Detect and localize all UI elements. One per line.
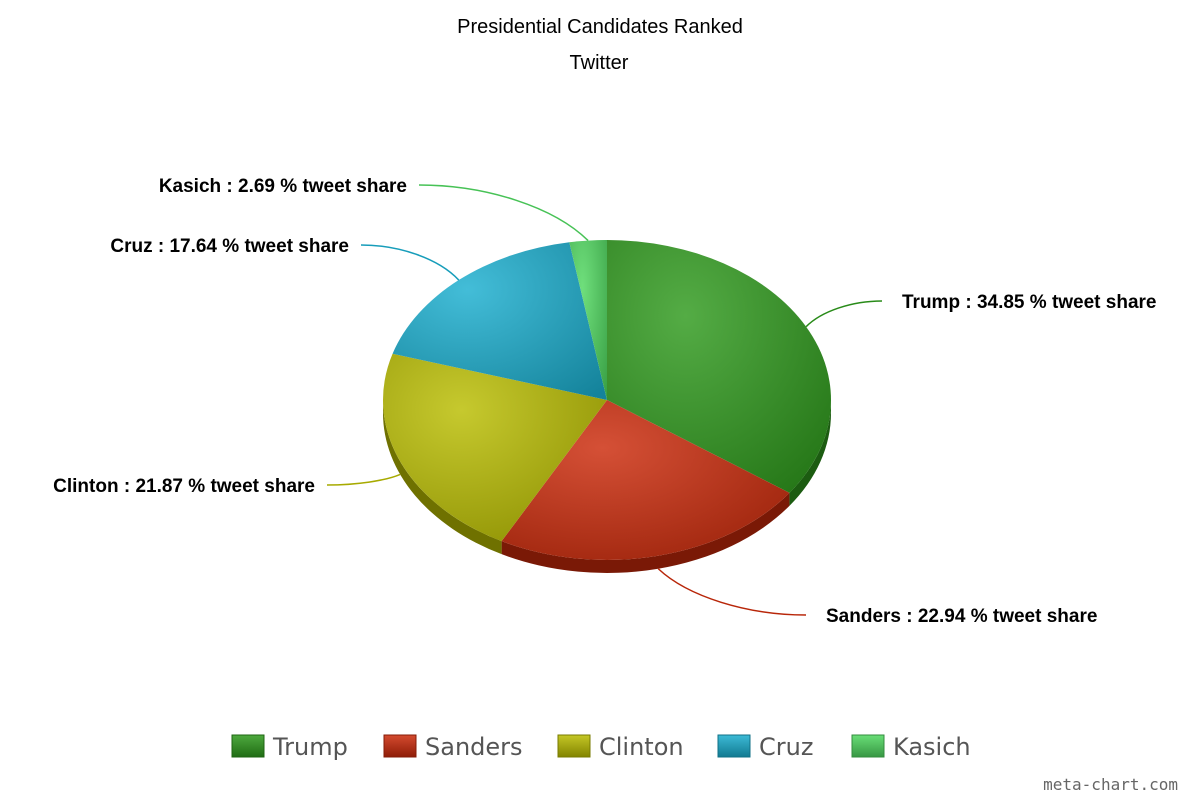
legend-item-cruz[interactable]: Cruz	[717, 733, 813, 761]
slice-label-sanders: Sanders : 22.94 % tweet share	[826, 606, 1097, 627]
pie-slices	[382, 240, 831, 560]
slice-clinton[interactable]	[382, 353, 607, 542]
legend-label-kasich: Kasich	[893, 733, 971, 761]
legend-item-clinton[interactable]: Clinton	[557, 733, 684, 761]
slice-label-cruz: Cruz : 17.64 % tweet share	[110, 236, 349, 257]
pie-depth	[383, 400, 831, 573]
slice-label-kasich: Kasich : 2.69 % tweet share	[159, 176, 407, 197]
credit-text: meta-chart.com	[1043, 775, 1178, 794]
legend-swatch-clinton	[557, 734, 591, 758]
slice-label-trump: Trump : 34.85 % tweet share	[902, 292, 1157, 313]
legend-item-sanders[interactable]: Sanders	[383, 733, 523, 761]
slice-label-clinton: Clinton : 21.87 % tweet share	[53, 476, 315, 497]
legend-swatch-cruz	[717, 734, 751, 758]
legend-item-kasich[interactable]: Kasich	[851, 733, 971, 761]
slice-cruz[interactable]	[392, 242, 607, 400]
legend-label-sanders: Sanders	[425, 733, 523, 761]
connector-sanders	[657, 568, 807, 616]
slice-side-trump	[789, 400, 831, 506]
chart-title: Presidential Candidates Ranked	[457, 16, 743, 38]
slice-side-clinton	[383, 400, 502, 555]
slice-trump[interactable]	[607, 240, 831, 493]
connector-clinton	[326, 473, 401, 486]
legend-swatch-kasich	[851, 734, 885, 758]
slice-sanders[interactable]	[501, 400, 790, 560]
legend-label-clinton: Clinton	[599, 733, 684, 761]
connector-cruz	[360, 244, 460, 281]
legend-swatch-sanders	[383, 734, 417, 758]
chart-subtitle: Twitter	[570, 52, 629, 74]
connector-trump	[805, 300, 883, 328]
legend-item-trump[interactable]: Trump	[231, 733, 348, 761]
legend-label-cruz: Cruz	[759, 733, 813, 761]
slice-kasich[interactable]	[569, 240, 607, 400]
connector-kasich	[418, 184, 589, 242]
legend-swatch-trump	[231, 734, 265, 758]
slice-side-sanders	[501, 492, 790, 573]
label-connectors	[326, 184, 883, 616]
legend-label-trump: Trump	[272, 733, 348, 761]
legend: Trump Sanders Clinton Cruz Kasich	[231, 733, 971, 761]
slice-labels: Trump : 34.85 % tweet share Sanders : 22.…	[53, 176, 1156, 627]
